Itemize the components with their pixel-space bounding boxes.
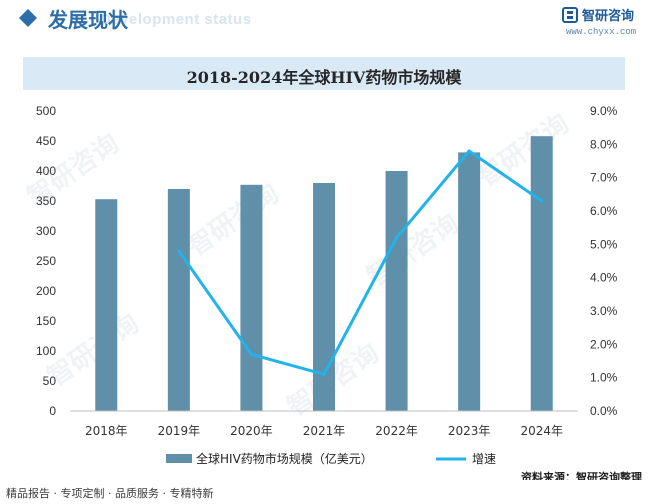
bar [385,171,408,411]
growth-point [177,249,181,253]
right-axis-tick-label: 7.0% [590,171,618,185]
left-axis-tick-label: 400 [36,164,56,178]
right-axis-tick-label: 4.0% [590,271,618,285]
x-axis-tick-label: 2018年 [85,424,128,438]
left-axis-tick-label: 500 [36,104,56,118]
left-axis-tick-label: 300 [36,224,56,238]
right-axis-tick-label: 8.0% [590,137,618,151]
right-axis-tick-label: 6.0% [590,204,618,218]
growth-point [249,352,253,356]
left-axis-tick-label: 200 [36,284,56,298]
left-axis-tick-label: 450 [36,134,56,148]
brand-name: 智研咨询 [582,9,635,24]
right-axis-tick-label: 2.0% [590,337,618,351]
legend-bar-label: 全球HIV药物市场规模（亿美元） [196,451,373,466]
left-axis-tick-label: 350 [36,194,56,208]
growth-line [177,149,543,376]
x-axis-tick-label: 2019年 [158,424,201,438]
bar [240,184,263,411]
chart-title-band: 2018-2024年全球HIV药物市场规模 [23,57,625,90]
chart-title: 2018-2024年全球HIV药物市场规模 [186,68,462,87]
bar [530,136,553,411]
left-axis-tick-label: 250 [36,254,56,268]
legend-bar-swatch [166,454,192,463]
left-axis-tick-label: 150 [36,314,56,328]
x-axis-tick-label: 2024年 [520,424,563,438]
legend-line-label: 增速 [472,452,496,466]
growth-point [467,149,471,153]
growth-point [540,199,544,203]
bar [95,199,118,411]
brand-logo-icon [562,7,578,23]
diamond-icon [19,9,37,27]
x-axis-tick-label: 2021年 [303,424,346,438]
right-axis-tick-label: 0.0% [590,404,618,418]
right-axis-tick-label: 3.0% [590,304,618,318]
brand-url[interactable]: www.chyxx.com [566,27,637,37]
left-axis-tick-label: 100 [36,344,56,358]
right-axis-tick-label: 5.0% [590,237,618,251]
x-axis-tick-label: 2020年 [230,424,273,438]
page-header: Development status 发展现状 智研咨询 www.chyxx.c… [0,0,656,40]
bar [167,189,190,411]
page-footer: 精品报告 · 专项定制 · 品质服务 · 专精特新 [0,480,656,504]
right-axis-tick-label: 1.0% [590,371,618,385]
left-axis-tick-label: 0 [49,404,56,418]
x-axis-tick-label: 2023年 [448,424,491,438]
left-axis-tick-label: 50 [43,374,57,388]
chart-area: 0 50 100 150 200 250 300 350 400 450 500 0.0% 1.0% 2.… [36,104,618,466]
right-axis-tick-label: 9.0% [590,104,618,118]
growth-point [395,236,399,240]
bar [458,152,481,411]
header-subtitle: Development status [100,11,252,28]
bar [313,183,335,411]
header-title: 发展现状 [48,8,128,32]
x-axis-tick-label: 2022年 [375,424,418,438]
growth-point [322,372,326,376]
footer-services: 精品报告 · 专项定制 · 品质服务 · 专精特新 [6,487,214,500]
